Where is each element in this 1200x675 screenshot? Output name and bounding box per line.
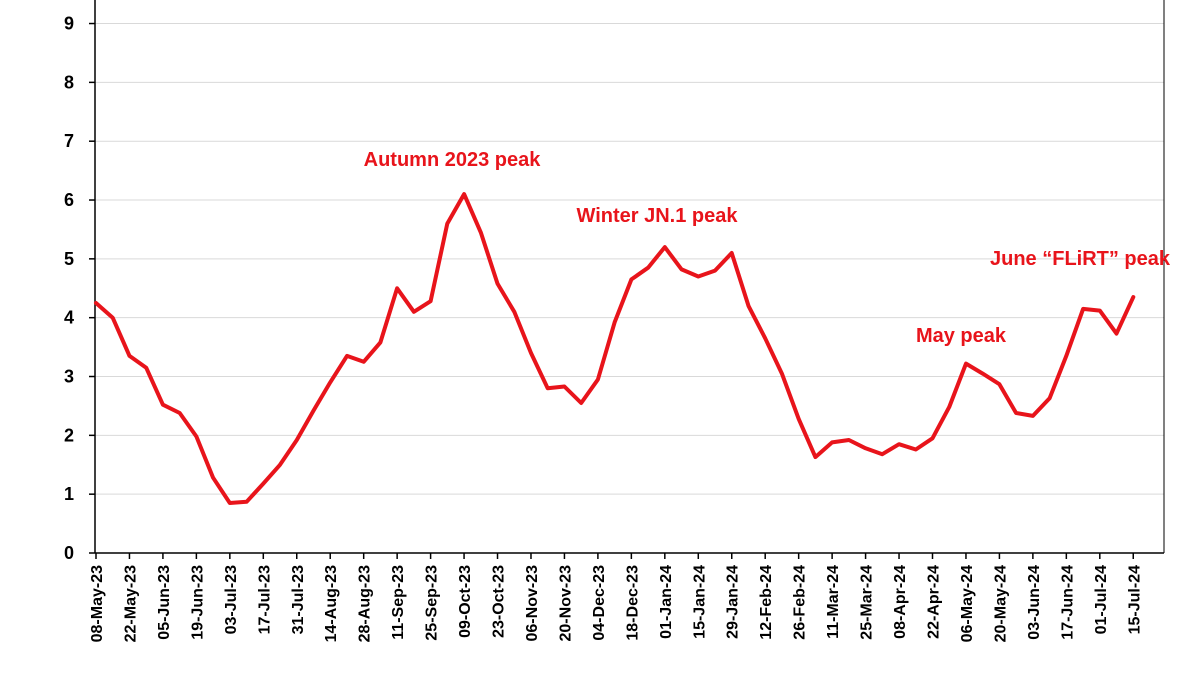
x-tick-label: 04-Dec-23 — [591, 565, 608, 641]
x-tick-label: 08-Apr-24 — [892, 565, 909, 639]
annotation-may-peak: May peak — [916, 325, 1007, 347]
y-tick-label: 6 — [64, 190, 74, 210]
x-tick-label: 06-Nov-23 — [524, 565, 541, 642]
x-tick-label: 03-Jul-23 — [223, 565, 240, 634]
x-tick-label: 26-Feb-24 — [792, 565, 809, 640]
x-tick-label: 18-Dec-23 — [624, 565, 641, 641]
x-tick-label: 01-Jul-24 — [1093, 565, 1110, 634]
y-axis: 0 1 2 3 4 5 6 7 8 9 — [64, 14, 95, 563]
x-tick-label: 22-May-23 — [122, 565, 139, 642]
x-tick-label: 11-Mar-24 — [825, 565, 842, 639]
x-axis: 08-May-23 22-May-23 05-Jun-23 19-Jun-23 03-J… — [89, 553, 1143, 642]
y-tick-label: 8 — [64, 72, 74, 92]
x-tick-label: 08-May-23 — [89, 565, 106, 642]
x-tick-label: 15-Jan-24 — [691, 565, 708, 639]
x-tick-label: 29-Jan-24 — [725, 565, 742, 639]
plot-frame — [94, 0, 1165, 554]
series-line — [94, 192, 1136, 505]
annotation-june-flirt-peak: June “FLiRT” peak — [990, 248, 1171, 270]
y-tick-label: 1 — [64, 484, 74, 504]
x-tick-label: 20-Nov-23 — [557, 565, 574, 642]
x-tick-label: 20-May-24 — [992, 565, 1009, 642]
x-tick-label: 25-Mar-24 — [859, 565, 876, 640]
y-tick-label: 2 — [64, 425, 74, 445]
x-tick-label: 05-Jun-23 — [156, 565, 173, 640]
x-tick-label: 01-Jan-24 — [658, 565, 675, 639]
x-tick-label: 17-Jun-24 — [1059, 565, 1076, 640]
x-tick-label: 15-Jul-24 — [1126, 565, 1143, 634]
x-tick-label: 19-Jun-23 — [189, 565, 206, 640]
y-tick-label: 7 — [64, 131, 74, 151]
y-tick-label: 0 — [64, 543, 74, 563]
annotations: Autumn 2023 peak Winter JN.1 peak June “… — [364, 149, 1171, 347]
y-tick-label: 4 — [64, 308, 74, 328]
y-tick-label: 3 — [64, 367, 74, 387]
x-tick-label: 11-Sep-23 — [390, 565, 407, 640]
x-tick-label: 06-May-24 — [959, 565, 976, 642]
x-tick-label: 14-Aug-23 — [323, 565, 340, 642]
annotation-autumn-2023-peak: Autumn 2023 peak — [364, 149, 542, 171]
x-tick-label: 23-Oct-23 — [491, 565, 508, 638]
x-tick-label: 17-Jul-23 — [256, 565, 273, 634]
x-tick-label: 31-Jul-23 — [290, 565, 307, 634]
x-tick-label: 09-Oct-23 — [457, 565, 474, 638]
x-tick-label: 22-Apr-24 — [926, 565, 943, 639]
y-tick-label: 5 — [64, 249, 74, 269]
x-tick-label: 12-Feb-24 — [758, 565, 775, 640]
x-tick-label: 28-Aug-23 — [357, 565, 374, 642]
x-tick-label: 25-Sep-23 — [424, 565, 441, 641]
y-tick-label: 9 — [64, 14, 74, 34]
annotation-winter-jn1-peak: Winter JN.1 peak — [577, 205, 739, 227]
gridlines — [95, 23, 1164, 495]
x-tick-label: 03-Jun-24 — [1026, 565, 1043, 640]
